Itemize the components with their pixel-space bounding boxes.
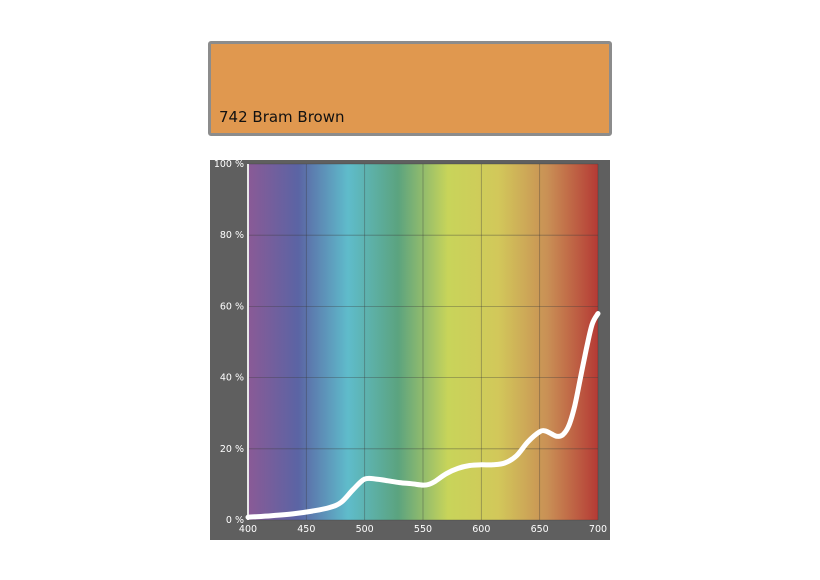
x-tick-label: 500 xyxy=(356,524,374,535)
x-tick-label: 400 xyxy=(239,524,257,535)
spectral-chart: 0 % 20 % 40 % 60 % 80 % 100 % 400 450 500 550 600 6… xyxy=(210,159,610,540)
color-swatch: 742 Bram Brown xyxy=(208,41,612,136)
y-tick-label: 40 % xyxy=(220,373,244,384)
spectrum-background xyxy=(248,164,598,520)
x-tick-label: 600 xyxy=(472,524,490,535)
y-tick-label: 60 % xyxy=(220,301,244,312)
spectral-chart-svg: 0 % 20 % 40 % 60 % 80 % 100 % 400 450 500 550 600 6… xyxy=(210,159,610,540)
y-tick-label: 80 % xyxy=(220,230,244,241)
x-tick-label: 650 xyxy=(531,524,549,535)
tick-labels: 0 % 20 % 40 % 60 % 80 % 100 % 400 450 500 550 600 6… xyxy=(214,159,607,535)
transmission-curve xyxy=(245,311,601,520)
y-tick-label: 20 % xyxy=(220,444,244,455)
y-tick-label: 0 % xyxy=(226,515,244,526)
swatch-label: 742 Bram Brown xyxy=(219,108,345,126)
x-tick-label: 450 xyxy=(297,524,315,535)
x-tick-label: 550 xyxy=(414,524,432,535)
x-tick-label: 700 xyxy=(589,524,607,535)
grid-lines xyxy=(247,163,599,521)
y-tick-label: 100 % xyxy=(214,160,244,170)
